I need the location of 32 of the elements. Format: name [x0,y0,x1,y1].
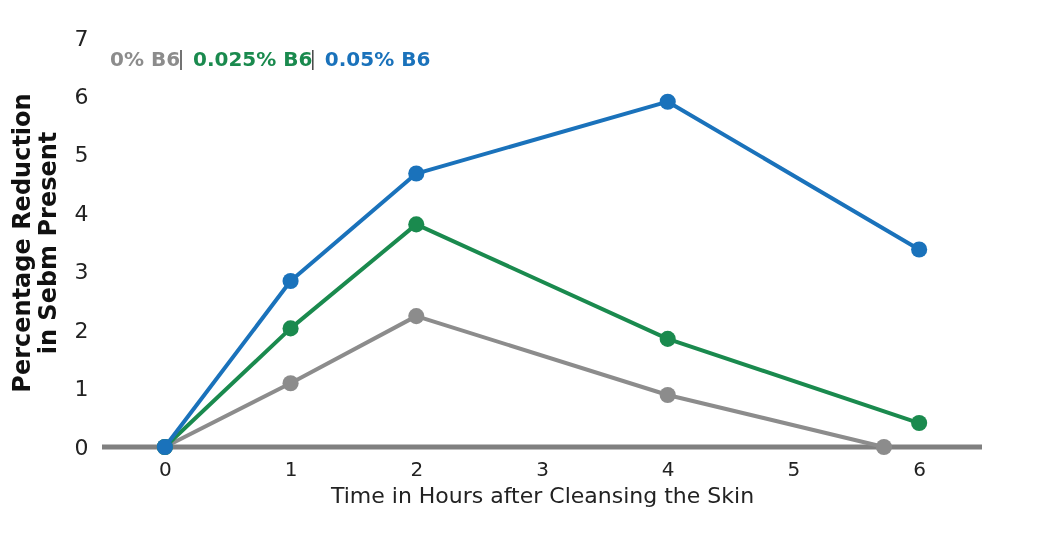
x-tick-label: 2 [410,456,424,481]
point [282,320,299,337]
point [875,438,892,456]
point [911,415,928,432]
y-tick-label: 4 [74,200,89,226]
x-tick-label: 6 [913,456,927,481]
text: 0.025% B6 [193,47,313,71]
point [659,386,676,404]
x-tick-label: 3 [536,456,549,481]
x-axis-title: Time in Hours after Cleansing the Skin [329,482,755,508]
y-tick-label: 7 [74,25,89,51]
point [408,165,425,182]
point [659,93,676,110]
y-tick-label: 1 [74,376,89,402]
text: 0.05% B6 [324,47,431,71]
y-tick-label: 0 [74,434,89,460]
point [659,330,676,347]
point [282,375,299,392]
x-tick-label: 0 [158,456,172,481]
x-tick-label: 5 [787,456,801,481]
y-tick-label: 5 [74,142,89,168]
x-tick-label: 4 [661,456,675,481]
point [911,241,928,258]
y-tick-label: 3 [74,259,89,285]
point [408,308,425,325]
y-tick-label: 2 [74,317,89,343]
x-tick-label: 1 [284,456,298,481]
text: 0% B6 [110,47,181,71]
y-tick-label: 6 [74,83,89,109]
point [408,216,425,233]
y-axis-title: Percentage Reduction in Sebm Present [7,93,62,393]
point [282,273,299,290]
